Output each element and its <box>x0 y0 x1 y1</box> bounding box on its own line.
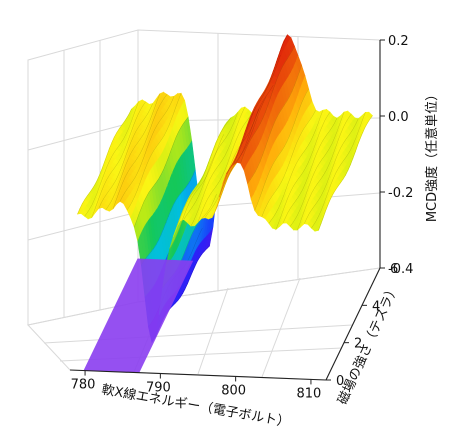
surface-meshline <box>247 65 302 184</box>
z-tick-label: -0.2 <box>388 186 413 201</box>
surface-meshline <box>318 115 373 231</box>
z-axis-title: MCD強度（任意単位） <box>424 88 440 222</box>
z-tick-label: 0.2 <box>388 34 409 49</box>
surface-meshline <box>105 93 161 210</box>
x-axis-line <box>69 369 327 381</box>
surface-meshline <box>183 112 239 220</box>
y-tick-label: 2 <box>354 337 362 352</box>
surface-meshline <box>204 108 260 218</box>
surface-meshline <box>141 169 196 266</box>
surface-meshline <box>261 109 317 217</box>
surface-meshline <box>311 112 366 229</box>
surface-meshline <box>296 113 352 231</box>
z-tick-label: -0.4 <box>388 262 413 277</box>
surface-meshline <box>98 103 154 209</box>
x-axis-title: 軟X線エネルギー（電子ボルト） <box>100 382 291 431</box>
surface-cell <box>314 223 322 232</box>
surface-meshline <box>197 113 253 223</box>
x-tick-label: 780 <box>71 378 96 393</box>
y-axis-title: 磁場の強さ（テスラ） <box>336 282 403 407</box>
surface-meshline <box>268 110 324 224</box>
x-tick-label: 800 <box>221 383 246 398</box>
x-tick-label: 810 <box>297 386 322 401</box>
surface-meshline <box>254 88 309 211</box>
surface-meshline <box>282 117 338 224</box>
y-axis-line <box>325 267 381 381</box>
y-tick-label: 4 <box>372 299 380 314</box>
surface-meshline <box>233 34 288 165</box>
surface-mesh <box>77 34 373 344</box>
surface-meshline <box>240 46 295 164</box>
x-tick-label: 790 <box>146 381 171 396</box>
surface-meshline <box>119 96 175 202</box>
surface-meshline <box>126 93 182 211</box>
tick-layer: 780 790 800 810 0 2 4 6-0.4 -0.2 0.0 0.2 <box>71 34 414 401</box>
surface-meshline <box>211 96 267 218</box>
surface-meshline <box>112 94 168 209</box>
surface-meshline <box>304 118 359 224</box>
surface-meshline <box>77 108 132 215</box>
z-tick-label: 0.0 <box>388 110 409 125</box>
surface-meshline <box>84 101 139 217</box>
surface-meshline <box>289 111 345 227</box>
y-tick-label: 6 <box>390 262 398 277</box>
projection-layer <box>83 258 194 373</box>
y-tick-label: 0 <box>336 374 344 389</box>
surface-meshline <box>176 117 231 228</box>
surface-meshline <box>169 134 224 249</box>
floor-projection <box>83 258 194 373</box>
surface-meshline <box>91 101 146 218</box>
surface-meshline <box>226 55 281 174</box>
surface-meshline <box>219 84 274 198</box>
surface-meshline <box>133 116 189 228</box>
surface-meshline <box>275 111 331 230</box>
axes <box>69 40 381 381</box>
surface-meshline <box>190 106 246 227</box>
